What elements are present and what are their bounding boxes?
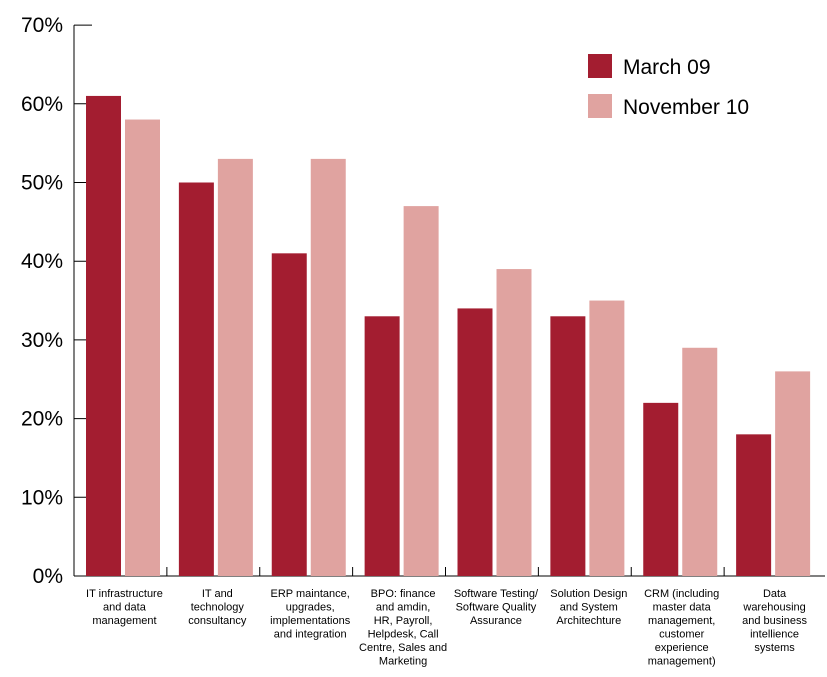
x-tick-label: IT infrastructure and data management [86, 588, 163, 627]
x-tick-label-line: CRM (including [644, 588, 719, 600]
x-tick-label: Solution Design and System Architechture [550, 588, 627, 627]
x-tick-label-line: management, [648, 615, 715, 627]
bar-november-10 [589, 300, 625, 576]
x-tick-label: CRM (including master data management, cust… [644, 588, 719, 668]
x-tick-label-line: master data [653, 602, 712, 614]
bar-november-10 [403, 206, 439, 577]
x-tick-label-line: and amdin, [376, 602, 430, 614]
x-tick-label-line: upgrades, [286, 602, 335, 614]
x-tick-label-line: Architechture [556, 615, 621, 627]
bar-march-09 [643, 402, 679, 576]
x-tick-label-line: ERP maintance, [271, 588, 350, 600]
legend-label: March 09 [623, 56, 711, 79]
x-tick-label: Data warehousing and business intellience sy… [742, 588, 807, 654]
legend-label: November 10 [623, 96, 749, 119]
x-tick-label-line: Helpdesk, Call [368, 629, 439, 641]
x-tick-label: Software Testing/Software Quality Assuran… [454, 588, 539, 627]
bar-march-09 [178, 182, 214, 576]
x-tick-label: IT and technology consultancy [188, 588, 247, 627]
x-tick-label-line: IT and [202, 588, 233, 600]
x-tick-label-line: management) [648, 656, 716, 668]
y-tick-label: 50% [21, 172, 63, 195]
x-tick-label-line: and business [742, 615, 807, 627]
x-tick-label-line: technology [191, 602, 245, 614]
x-tick-label-line: Software Quality [456, 602, 537, 614]
y-axis: 0% 10% 20% 30% 40% 50% 60% 70% [21, 14, 92, 588]
y-tick-label: 0% [33, 565, 63, 588]
y-tick-label: 30% [21, 329, 63, 352]
bar-november-10 [682, 347, 718, 576]
legend-swatch [588, 94, 612, 118]
x-tick-label-line: HR, Payroll, [374, 615, 433, 627]
x-tick-label-line: consultancy [188, 615, 247, 627]
x-tick-label-line: warehousing [742, 602, 805, 614]
x-tick-label-line: implementations [270, 615, 351, 627]
x-tick-label-line: and System [560, 602, 618, 614]
bar-november-10 [310, 158, 346, 576]
bar-march-09 [86, 95, 121, 577]
y-tick-label: 70% [21, 14, 63, 37]
x-tick-label-line: BPO: finance [371, 588, 436, 600]
x-tick-label-line: Assurance [470, 615, 522, 627]
bar-march-09 [736, 434, 772, 576]
x-tick-label-line: experience [655, 642, 709, 654]
y-tick-label: 60% [21, 93, 63, 116]
x-tick-label-line: Solution Design [550, 588, 627, 600]
x-axis: IT infrastructure and data management IT an… [74, 567, 825, 668]
x-tick-label-line: Data [763, 588, 787, 600]
x-tick-label-line: management [92, 615, 156, 627]
x-tick-label-line: customer [659, 629, 705, 641]
bar-november-10 [775, 371, 811, 576]
bar-november-10 [217, 158, 253, 576]
bar-november-10 [125, 119, 160, 576]
x-tick-label: ERP maintance, upgrades, implementations an… [270, 588, 351, 641]
x-tick-label-line: IT infrastructure [86, 588, 163, 600]
x-tick-label-line: intellience [750, 629, 799, 641]
bar-march-09 [271, 253, 307, 576]
legend: March 09 November 10 [588, 54, 749, 119]
bar-march-09 [457, 308, 493, 576]
bars [86, 95, 811, 577]
bar-march-09 [364, 316, 400, 576]
bar-march-09 [550, 316, 586, 576]
y-tick-label: 10% [21, 486, 63, 509]
y-tick-label: 20% [21, 408, 63, 431]
bar-november-10 [496, 269, 532, 576]
x-tick-label-line: systems [754, 642, 795, 654]
x-tick-label-line: Centre, Sales and [359, 642, 447, 654]
legend-swatch [588, 54, 612, 78]
x-tick-label-line: and data [103, 602, 147, 614]
x-tick-label: BPO: finance and amdin, HR, Payroll, Helpde… [359, 588, 447, 668]
x-tick-label-line: Software Testing/ [454, 588, 539, 600]
y-tick-label: 40% [21, 250, 63, 273]
x-tick-label-line: Marketing [379, 656, 427, 668]
x-tick-label-line: and integration [274, 629, 347, 641]
